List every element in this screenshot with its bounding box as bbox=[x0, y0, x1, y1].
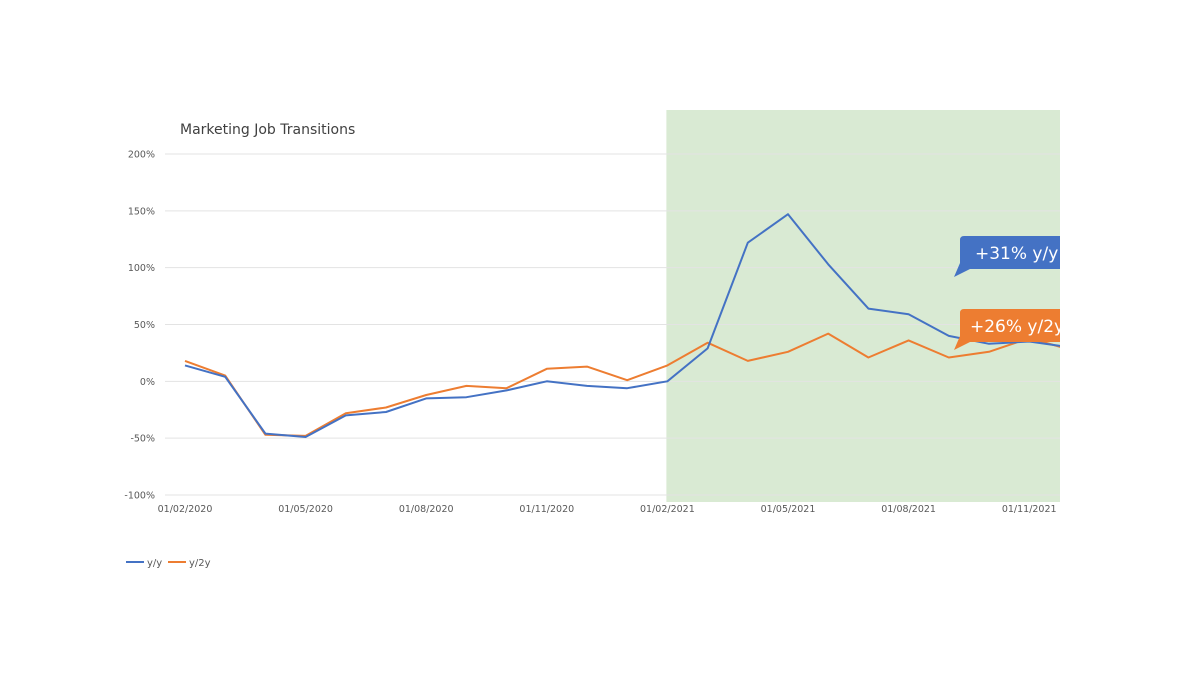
series-lines bbox=[184, 213, 1060, 438]
highlight-region bbox=[666, 110, 1060, 502]
gridlines bbox=[165, 153, 1060, 496]
series-line-y2y bbox=[184, 332, 1060, 437]
x-axis-ticks: 01/02/2020 01/05/2020 01/08/2020 01/11/2020… bbox=[158, 504, 1057, 515]
legend: y/y y/2y bbox=[126, 558, 211, 569]
x-tick-label: 01/08/2020 bbox=[399, 504, 454, 515]
y-tick-label: 200% bbox=[128, 150, 155, 161]
y-tick-label: 50% bbox=[134, 320, 155, 331]
legend-label-yy: y/y bbox=[147, 558, 162, 569]
series-line-yy bbox=[184, 213, 1060, 438]
y-tick-label: -100% bbox=[124, 491, 155, 502]
callout-yy-box bbox=[954, 236, 1060, 277]
legend-label-y2y: y/2y bbox=[189, 558, 211, 569]
y-axis-ticks: -100% -50% 0% 50% 100% 150% 200% bbox=[124, 150, 155, 502]
x-tick-label: 01/02/2020 bbox=[158, 504, 213, 515]
x-tick-label: 01/08/2021 bbox=[881, 504, 936, 515]
callout-y2y: +26% y/2y bbox=[954, 309, 1064, 350]
x-tick-label: 01/05/2021 bbox=[761, 504, 816, 515]
y-tick-label: -50% bbox=[130, 434, 155, 445]
x-tick-label: 01/02/2021 bbox=[640, 504, 695, 515]
callout-yy-text: +31% y/y bbox=[975, 244, 1058, 264]
x-tick-label: 01/11/2021 bbox=[1002, 504, 1057, 515]
y-tick-label: 0% bbox=[140, 377, 155, 388]
callout-y2y-box bbox=[954, 309, 1060, 350]
callout-yy: +31% y/y bbox=[954, 236, 1060, 277]
chart-title: Marketing Job Transitions bbox=[180, 122, 355, 138]
x-tick-label: 01/11/2020 bbox=[519, 504, 574, 515]
y-tick-label: 100% bbox=[128, 263, 155, 274]
callout-y2y-text: +26% y/2y bbox=[970, 317, 1064, 337]
x-tick-label: 01/05/2020 bbox=[278, 504, 333, 515]
y-tick-label: 150% bbox=[128, 206, 155, 217]
